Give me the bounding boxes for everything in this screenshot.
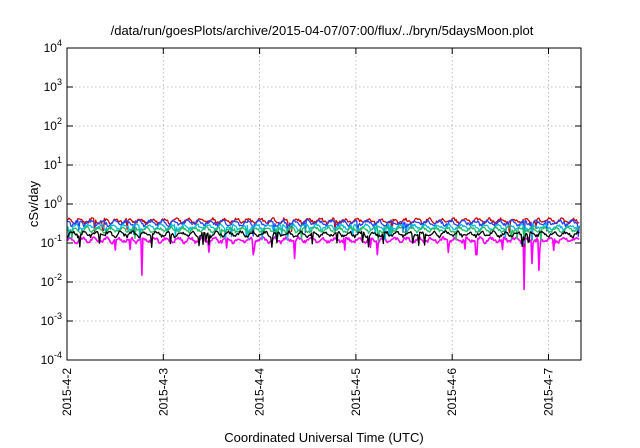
y-tick-label: 103 (44, 77, 62, 94)
x-tick-label: 2015-4-5 (349, 368, 363, 416)
y-tick-label: 10-3 (41, 311, 62, 328)
y-tick-label: 10-4 (41, 350, 62, 367)
y-tick-label: 100 (44, 194, 62, 211)
x-axis-title: Coordinated Universal Time (UTC) (224, 430, 423, 445)
series-group (66, 217, 580, 291)
tick-marks (66, 47, 581, 361)
x-tick-label: 2015-4-4 (253, 368, 267, 416)
y-tick-label: 104 (44, 38, 62, 55)
x-tick-label: 2015-4-6 (445, 368, 459, 416)
y-tick-labels: 10-4 10-3 10-2 10-1 100 101 102 103 104 (41, 38, 62, 367)
y-tick-label: 102 (44, 116, 62, 133)
chart-title: /data/run/goesPlots/archive/2015-04-07/0… (111, 23, 534, 38)
series-line (66, 219, 580, 246)
y-axis-title: cSv/day (26, 180, 41, 227)
y-tick-label: 10-2 (41, 272, 62, 289)
x-tick-labels: 2015-4-2 2015-4-3 2015-4-4 2015-4-5 2015-4-6… (60, 368, 556, 416)
series-line (66, 235, 580, 291)
y-tick-label: 101 (44, 155, 62, 172)
y-tick-label: 10-1 (41, 233, 62, 250)
grid-lines (67, 48, 581, 360)
x-tick-label: 2015-4-7 (542, 368, 556, 416)
x-tick-label: 2015-4-2 (60, 368, 74, 416)
series-line (66, 230, 580, 248)
series-line (67, 225, 580, 243)
x-tick-label: 2015-4-3 (156, 368, 170, 416)
